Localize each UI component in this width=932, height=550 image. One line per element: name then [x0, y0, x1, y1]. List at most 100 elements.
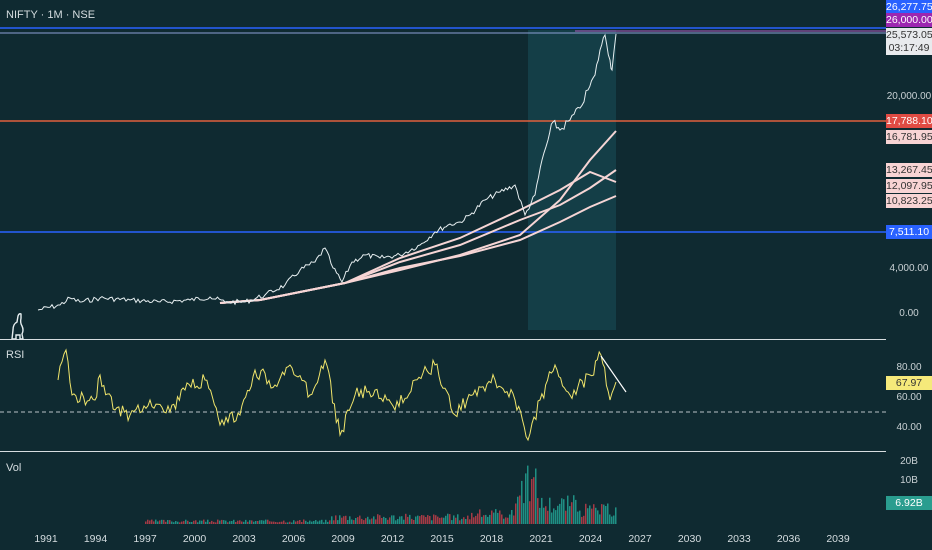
volume-bar [209, 522, 211, 524]
volume-bar [445, 515, 447, 524]
volume-bar [463, 517, 465, 524]
pane-separator[interactable] [0, 339, 932, 340]
volume-bar [325, 519, 327, 524]
year-label: 2024 [578, 533, 603, 545]
volume-bar [447, 513, 449, 524]
volume-bar [599, 514, 601, 524]
volume-bar [395, 520, 397, 524]
volume-bar [613, 515, 615, 524]
volume-bar [243, 521, 245, 524]
price-label-blue: 7,511.10 [886, 225, 932, 239]
year-label: 2006 [281, 533, 306, 545]
volume-bar [359, 515, 361, 524]
volume-bar [269, 521, 271, 524]
volume-bar [295, 521, 297, 524]
volume-bar [485, 514, 487, 524]
volume-bar [425, 517, 427, 524]
price-pane[interactable]: NIFTY · 1M · NSE [0, 0, 886, 340]
volume-bar [355, 518, 357, 524]
ma-label-1: 16,781.95 [886, 130, 932, 144]
volume-bar [525, 473, 527, 524]
volume-bar [281, 521, 283, 524]
rsi-pane[interactable]: RSI [0, 340, 886, 451]
volume-bar [309, 520, 311, 524]
volume-bar [469, 519, 471, 524]
volume-bar [559, 503, 561, 524]
volume-bar [321, 519, 323, 524]
volume-bar [487, 516, 489, 524]
volume-bar [551, 512, 553, 524]
pane-separator[interactable] [0, 451, 932, 452]
volume-bar [605, 506, 607, 524]
volume-bar [179, 522, 181, 524]
volume-bar [467, 515, 469, 524]
volume-bar [549, 497, 551, 524]
year-label: 1991 [34, 533, 58, 545]
moving-average-line [219, 195, 617, 304]
volume-bar [475, 515, 477, 524]
price-line [37, 33, 617, 311]
volume-bar [339, 515, 341, 524]
year-label: 2039 [826, 533, 850, 545]
moving-averages [219, 130, 617, 304]
year-label: 2033 [727, 533, 751, 545]
price-axis[interactable] [886, 0, 932, 525]
volume-bar [489, 514, 491, 524]
volume-bar [409, 514, 411, 524]
volume-title[interactable]: Vol [6, 462, 22, 474]
volume-bar [245, 519, 247, 524]
volume-bar [417, 515, 419, 524]
volume-bar [543, 507, 545, 524]
rsi-tick: 40.00 [896, 422, 922, 433]
volume-bar [527, 465, 529, 524]
volume-bar [265, 519, 267, 524]
volume-bar [407, 516, 409, 524]
volume-bar [401, 516, 403, 524]
volume-bar [573, 495, 575, 524]
volume-bar [471, 512, 473, 524]
rsi-trendline[interactable] [600, 355, 627, 393]
volume-bar [169, 520, 171, 524]
price-tick: 4,000.00 [889, 263, 929, 274]
price-label-last: 25,573.05 [886, 28, 932, 42]
year-label: 2009 [331, 533, 355, 545]
volume-bar [369, 519, 371, 524]
volume-bar [413, 520, 415, 524]
volume-bar [241, 521, 243, 524]
volume-bar [223, 520, 225, 524]
volume-pane[interactable]: Vol [0, 452, 886, 525]
volume-bar [397, 519, 399, 524]
volume-bar [575, 499, 577, 524]
volume-bar [261, 520, 263, 524]
volume-bar [511, 510, 513, 524]
volume-bar [145, 521, 147, 524]
rsi-tick: 80.00 [896, 362, 922, 373]
volume-bar [349, 516, 351, 524]
volume-chart-svg [145, 465, 617, 524]
rsi-title[interactable]: RSI [6, 349, 25, 361]
volume-bar [257, 521, 259, 524]
volume-bar [255, 521, 257, 524]
volume-bar [539, 507, 541, 524]
year-label: 2003 [232, 533, 256, 545]
volume-bar [591, 508, 593, 524]
volume-bar [363, 520, 365, 524]
price-label-red: 17,788.10 [886, 114, 932, 128]
volume-bar [303, 519, 305, 524]
price-chart-svg [0, 27, 886, 330]
volume-bar [437, 516, 439, 524]
time-axis[interactable]: 1991 1994 1997 2000 2003 2006 2009 2012 2015 2018… [0, 525, 886, 550]
volume-bar [553, 508, 555, 524]
volume-bar [323, 522, 325, 524]
volume-bar [159, 520, 161, 524]
volume-bar [589, 505, 591, 524]
volume-bar [249, 520, 251, 524]
volume-bar [275, 522, 277, 524]
volume-bar [217, 519, 219, 524]
volume-bar [199, 520, 201, 524]
volume-bar [267, 519, 269, 524]
symbol-title[interactable]: NIFTY · 1M · NSE [6, 9, 96, 21]
volume-bar [285, 522, 287, 524]
volume-bar [571, 502, 573, 524]
volume-bar [615, 507, 617, 524]
